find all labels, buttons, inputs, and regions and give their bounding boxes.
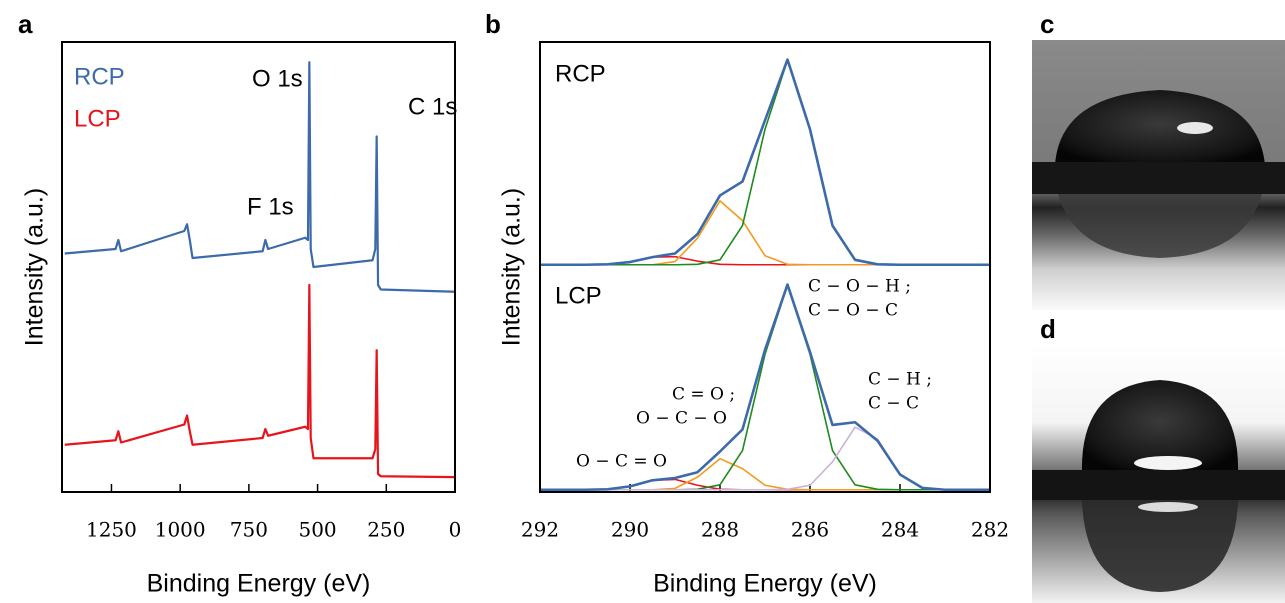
- annotation: O 1s: [252, 65, 303, 92]
- panel-label: d: [1040, 314, 1056, 344]
- legend-label: LCP: [74, 105, 121, 132]
- x-tick-label: 1250: [86, 518, 137, 542]
- annotation: C = O ;: [672, 385, 735, 405]
- x-tick-label: 1000: [155, 518, 206, 542]
- x-tick-label: 288: [701, 518, 739, 542]
- series-line: [64, 283, 456, 479]
- series-line: [64, 61, 456, 293]
- plot-frame: [61, 41, 456, 493]
- annotation: C − H ;: [868, 370, 932, 390]
- group-label: LCP: [555, 282, 602, 309]
- annotation: O − C = O: [576, 452, 667, 472]
- x-tick-label: 500: [298, 518, 336, 542]
- annotation: C − O − C: [808, 301, 898, 321]
- plot-frame: [539, 41, 991, 493]
- series-line: [540, 58, 990, 267]
- x-tick-label: 286: [791, 518, 829, 542]
- series-line: [540, 200, 990, 266]
- group-label: RCP: [555, 60, 606, 87]
- photo-d: [1032, 345, 1285, 603]
- annotation: C 1s: [408, 93, 457, 120]
- x-axis-label: Binding Energy (eV): [147, 570, 371, 598]
- photo-c: [1032, 40, 1285, 310]
- panel-label: c: [1040, 9, 1054, 39]
- x-tick-label: 282: [971, 518, 1009, 542]
- panel-label: a: [18, 9, 33, 39]
- annotation: C − O − H ;: [808, 277, 911, 297]
- panel-label: b: [485, 9, 501, 39]
- annotation: O − C − O: [636, 409, 727, 429]
- x-tick-label: 292: [521, 518, 559, 542]
- series-line: [540, 59, 990, 266]
- annotation: C − C: [868, 394, 919, 414]
- x-axis-label: Binding Energy (eV): [653, 570, 877, 598]
- x-tick-label: 284: [881, 518, 919, 542]
- x-tick-label: 0: [449, 518, 462, 542]
- annotation: F 1s: [247, 193, 294, 220]
- series-line: [540, 283, 990, 492]
- x-tick-label: 750: [230, 518, 268, 542]
- y-axis-label: Intensity (a.u.): [498, 188, 526, 346]
- x-tick-label: 250: [367, 518, 405, 542]
- y-axis-label: Intensity (a.u.): [21, 188, 49, 346]
- x-tick-label: 290: [611, 518, 649, 542]
- legend-label: RCP: [74, 63, 125, 90]
